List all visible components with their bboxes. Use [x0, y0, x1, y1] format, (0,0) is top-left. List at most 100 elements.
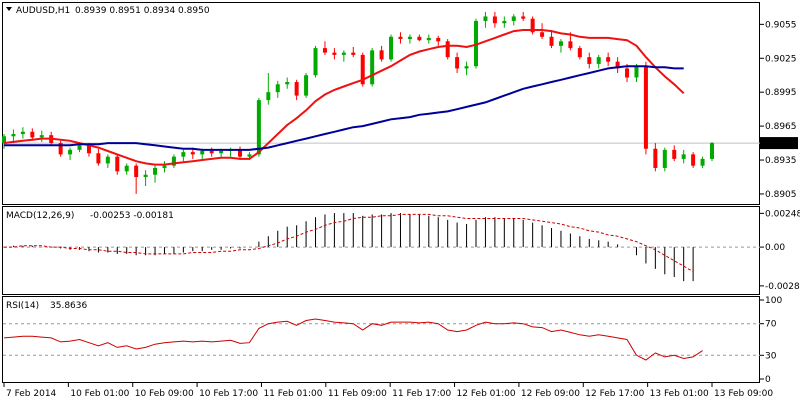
candle-body [96, 153, 101, 164]
candle-body [407, 36, 412, 40]
time-tick-label: 10 Feb 17:00 [199, 389, 258, 399]
candle-body [681, 154, 686, 159]
price-window[interactable]: 0.9055 0.9025 0.8995 0.8965 0.8935 0.8905 0.89… [2, 2, 798, 205]
candle-body [313, 48, 318, 76]
candle-body [171, 156, 176, 166]
candle-body [341, 52, 346, 55]
rsi-tick-label: 70 [765, 320, 777, 330]
candle-body [379, 50, 384, 60]
macd-signal-polyline [4, 213, 694, 273]
candle-body [502, 20, 507, 24]
candle-body [643, 66, 648, 149]
candle-body [464, 66, 469, 69]
candle-body [294, 82, 299, 96]
candle-body [332, 52, 337, 55]
candle-body [105, 156, 110, 164]
candle-body [625, 68, 630, 78]
candle-body [587, 57, 592, 64]
candle-body [398, 36, 403, 40]
candle-body [426, 37, 431, 41]
time-tick-label: 11 Feb 17:00 [392, 389, 451, 399]
rsi-tick-label: 100 [765, 296, 782, 306]
candle-body [492, 16, 497, 24]
candle-body [200, 150, 205, 155]
candle-body [577, 48, 582, 58]
price-tick-label: 0.9025 [765, 54, 797, 64]
candle-body [2, 136, 6, 144]
candle-body [700, 158, 705, 166]
rsi-window-frame [2, 296, 760, 383]
candle-body [370, 50, 375, 85]
candle-body [568, 41, 573, 49]
rsi-axis: 100 70 30 0 [3, 296, 782, 385]
fast-moving-average [3, 29, 685, 166]
candle-body [653, 148, 658, 168]
slow-moving-average [4, 65, 684, 151]
candle-body [606, 57, 611, 62]
time-axis: 7 Feb 2014 10 Feb 01:00 10 Feb 09:00 10 Feb… [3, 383, 773, 399]
rsi-window[interactable]: 100 70 30 0 RSI(14) 35.8636 [2, 296, 783, 385]
rsi-polyline [3, 318, 703, 361]
candle-body [540, 32, 545, 37]
candle-body [455, 57, 460, 69]
candle-body [615, 61, 620, 69]
candle-body [181, 152, 186, 157]
candle-body [436, 37, 441, 42]
symbol-title: AUDUSD,H1 [16, 6, 70, 16]
candle-body [662, 149, 667, 168]
candles [2, 11, 760, 194]
candle-body [530, 18, 535, 33]
ohlc-readout: 0.8939 0.8951 0.8934 0.8950 [75, 6, 210, 16]
rsi-tick-label: 30 [765, 351, 777, 361]
price-window-frame [2, 2, 760, 205]
candle-body [58, 143, 63, 155]
candle-body [190, 152, 195, 155]
candle-body [247, 154, 252, 157]
time-tick-label: 11 Feb 01:00 [263, 389, 322, 399]
candle-body [162, 165, 167, 168]
macd-tick-label: 0.00248 [765, 209, 800, 219]
candle-body [596, 57, 601, 64]
macd-tick-label: 0.00 [765, 243, 785, 253]
candle-body [483, 16, 488, 21]
time-tick-label: 7 Feb 2014 [6, 389, 57, 399]
time-tick-label: 13 Feb 09:00 [714, 389, 773, 399]
current-price-marker [760, 137, 798, 150]
macd-histogram [12, 213, 694, 282]
candle-body [11, 134, 16, 137]
candle-body [710, 143, 714, 159]
rsi-label: RSI(14) [6, 301, 39, 311]
candle-body [521, 16, 526, 19]
candle-body [153, 167, 158, 175]
time-tick-label: 12 Feb 01:00 [457, 389, 516, 399]
time-tick-label: 11 Feb 09:00 [328, 389, 387, 399]
candle-body [275, 84, 280, 93]
candle-body [549, 36, 554, 46]
candle-body [86, 145, 91, 154]
window-collapse-icon[interactable] [6, 7, 12, 11]
candle-body [219, 150, 224, 154]
moving-averages [3, 29, 685, 166]
candle-body [134, 165, 139, 177]
candle-body [417, 36, 422, 41]
candle-body [20, 131, 25, 135]
macd-signal-line [4, 213, 694, 273]
candle-body [39, 135, 44, 138]
candle-body [30, 131, 35, 138]
candle-body [115, 156, 120, 172]
candle-body [445, 41, 450, 58]
candle-body [672, 149, 677, 159]
macd-window[interactable]: 0.00248 0.00 -0.00285 MACD(12,26,9) -0.002… [2, 206, 800, 295]
price-axis: 0.9055 0.9025 0.8995 0.8965 0.8935 0.8905 0.89… [760, 20, 798, 200]
candle-body [304, 75, 309, 96]
candle-body [322, 48, 327, 53]
price-tick-label: 0.8995 [765, 88, 797, 98]
rsi-tick-label: 0 [765, 375, 771, 385]
rsi-values: 35.8636 [50, 301, 87, 311]
candle-body [360, 54, 365, 85]
macd-values: -0.00253 -0.00181 [90, 211, 174, 221]
time-tick-label: 13 Feb 01:00 [650, 389, 709, 399]
candle-body [511, 16, 516, 21]
macd-label: MACD(12,26,9) [6, 211, 74, 221]
